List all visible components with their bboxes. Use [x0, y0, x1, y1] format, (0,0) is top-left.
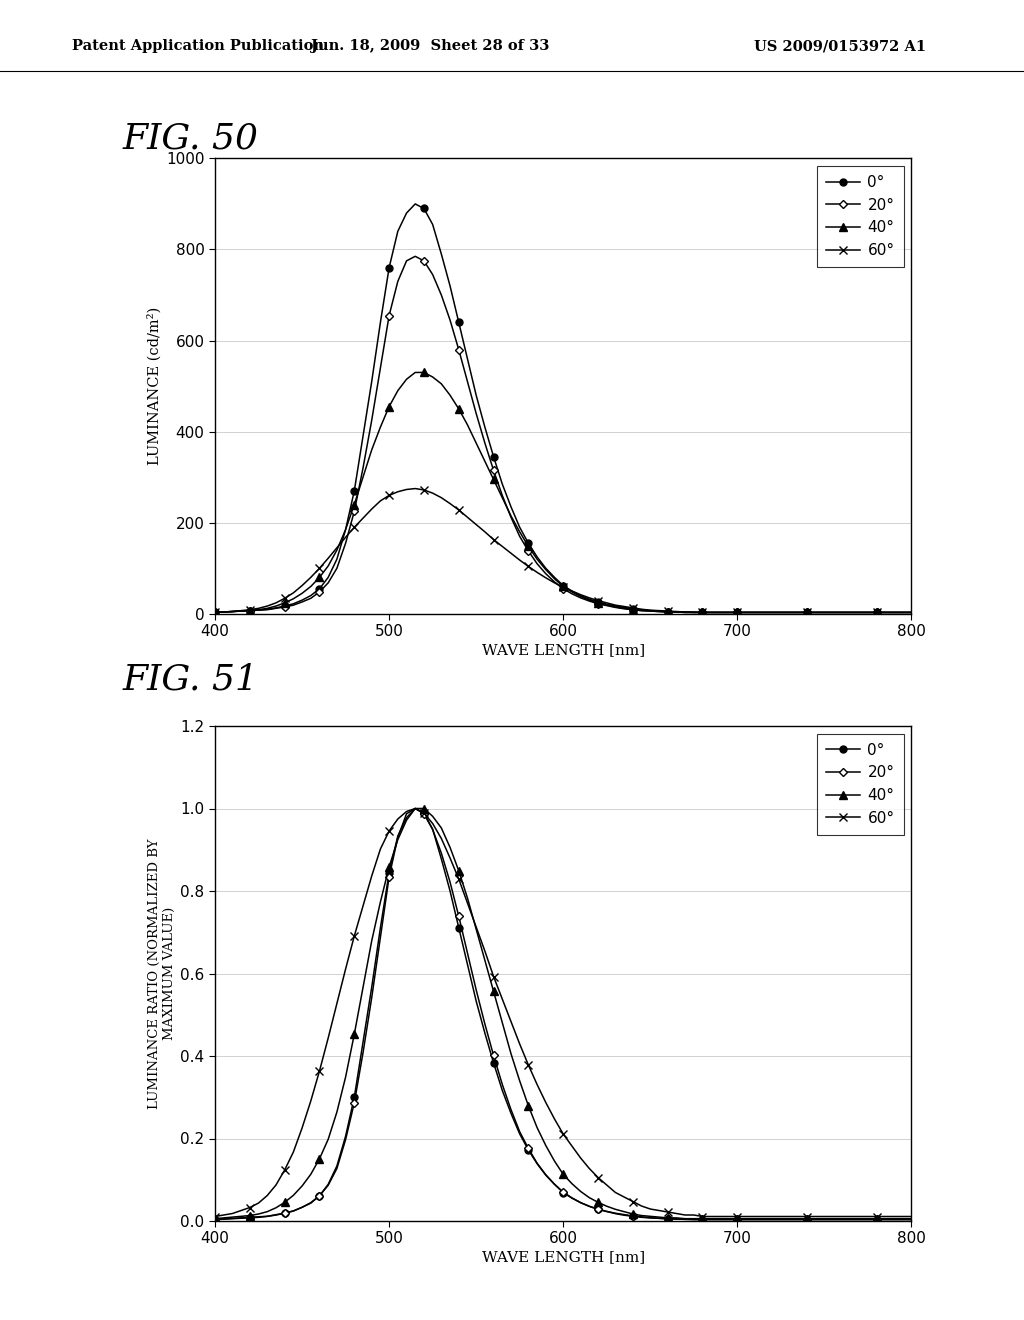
Y-axis label: LUMINANCE RATIO (NORMALIZED BY
MAXIMUM VALUE): LUMINANCE RATIO (NORMALIZED BY MAXIMUM V…: [148, 838, 176, 1109]
Line: 20°: 20°: [212, 253, 914, 615]
0°: [409, 197, 422, 213]
0°: [679, 605, 691, 620]
60°: [513, 552, 526, 568]
20°: [383, 308, 395, 323]
Line: 60°: 60°: [211, 804, 915, 1221]
60°: [383, 487, 395, 503]
40°: [905, 605, 918, 620]
40°: [584, 1189, 596, 1205]
20°: [226, 1210, 239, 1226]
40°: [513, 524, 526, 540]
0°: [679, 1212, 691, 1228]
60°: [226, 603, 239, 619]
Line: 40°: 40°: [211, 804, 915, 1222]
40°: [226, 1209, 239, 1225]
40°: [853, 605, 865, 620]
Line: 60°: 60°: [211, 484, 915, 616]
0°: [226, 1210, 239, 1226]
20°: [679, 1212, 691, 1228]
Text: FIG. 50: FIG. 50: [123, 121, 259, 156]
60°: [905, 605, 918, 620]
Text: Jun. 18, 2009  Sheet 28 of 33: Jun. 18, 2009 Sheet 28 of 33: [311, 40, 549, 53]
20°: [226, 603, 239, 619]
60°: [905, 1209, 918, 1225]
40°: [383, 399, 395, 414]
0°: [584, 1199, 596, 1214]
40°: [679, 605, 691, 620]
20°: [209, 1212, 221, 1228]
0°: [383, 865, 395, 880]
Text: Patent Application Publication: Patent Application Publication: [72, 40, 324, 53]
40°: [584, 593, 596, 609]
40°: [513, 1073, 526, 1089]
20°: [853, 1212, 865, 1228]
20°: [513, 528, 526, 544]
Line: 20°: 20°: [212, 805, 914, 1222]
40°: [679, 1210, 691, 1226]
Line: 40°: 40°: [211, 368, 915, 616]
60°: [209, 605, 221, 620]
20°: [584, 1199, 596, 1214]
Legend: 0°, 20°, 40°, 60°: 0°, 20°, 40°, 60°: [817, 734, 904, 834]
Line: 0°: 0°: [212, 805, 914, 1224]
40°: [226, 603, 239, 619]
60°: [853, 605, 865, 620]
0°: [209, 605, 221, 620]
Legend: 0°, 20°, 40°, 60°: 0°, 20°, 40°, 60°: [817, 166, 904, 267]
0°: [905, 605, 918, 620]
0°: [209, 1212, 221, 1228]
0°: [513, 1126, 526, 1142]
20°: [679, 605, 691, 620]
Line: 0°: 0°: [212, 201, 914, 616]
60°: [679, 1206, 691, 1222]
Text: US 2009/0153972 A1: US 2009/0153972 A1: [754, 40, 926, 53]
0°: [905, 1212, 918, 1228]
60°: [584, 1160, 596, 1176]
0°: [383, 260, 395, 276]
0°: [853, 605, 865, 620]
60°: [853, 1209, 865, 1225]
0°: [226, 603, 239, 619]
0°: [853, 1212, 865, 1228]
20°: [409, 800, 422, 816]
40°: [383, 859, 395, 875]
20°: [209, 605, 221, 620]
60°: [679, 605, 691, 620]
20°: [584, 593, 596, 609]
0°: [409, 800, 422, 816]
20°: [853, 605, 865, 620]
X-axis label: WAVE LENGTH [nm]: WAVE LENGTH [nm]: [481, 1250, 645, 1265]
20°: [409, 248, 422, 264]
0°: [584, 591, 596, 607]
60°: [513, 1036, 526, 1052]
40°: [209, 1210, 221, 1226]
0°: [513, 519, 526, 535]
20°: [513, 1123, 526, 1139]
40°: [209, 605, 221, 620]
60°: [226, 1205, 239, 1221]
40°: [409, 800, 422, 816]
60°: [209, 1209, 221, 1225]
X-axis label: WAVE LENGTH [nm]: WAVE LENGTH [nm]: [481, 643, 645, 657]
20°: [905, 605, 918, 620]
20°: [905, 1212, 918, 1228]
60°: [383, 824, 395, 840]
Y-axis label: LUMINANCE (cd/m²): LUMINANCE (cd/m²): [147, 308, 162, 465]
60°: [409, 480, 422, 496]
Text: FIG. 51: FIG. 51: [123, 663, 259, 697]
60°: [584, 590, 596, 606]
40°: [905, 1210, 918, 1226]
40°: [409, 364, 422, 380]
60°: [409, 800, 422, 816]
20°: [383, 869, 395, 884]
40°: [853, 1210, 865, 1226]
